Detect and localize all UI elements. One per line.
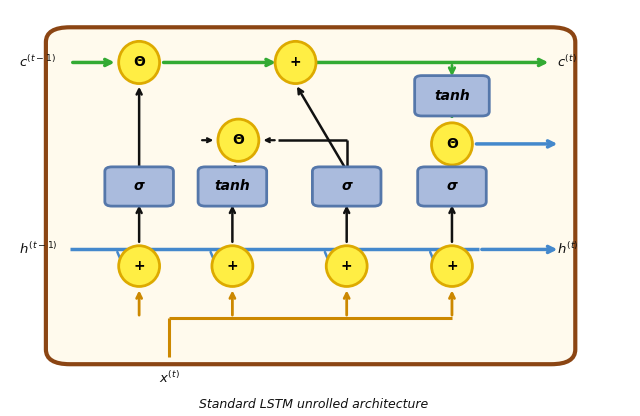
- FancyBboxPatch shape: [105, 167, 173, 206]
- FancyBboxPatch shape: [312, 167, 381, 206]
- Text: σ: σ: [134, 179, 145, 193]
- Text: Θ: Θ: [133, 55, 145, 69]
- FancyBboxPatch shape: [415, 76, 489, 116]
- FancyBboxPatch shape: [198, 167, 267, 206]
- Text: Θ: Θ: [446, 137, 458, 151]
- Text: Standard LSTM unrolled architecture: Standard LSTM unrolled architecture: [199, 398, 428, 411]
- Ellipse shape: [212, 246, 253, 287]
- Text: +: +: [446, 259, 458, 273]
- Text: $x^{(t)}$: $x^{(t)}$: [159, 370, 180, 386]
- Text: tanh: tanh: [434, 89, 470, 103]
- Ellipse shape: [275, 41, 316, 84]
- Text: $h^{(t-1)}$: $h^{(t-1)}$: [19, 241, 58, 258]
- Text: $c^{(t-1)}$: $c^{(t-1)}$: [19, 54, 56, 70]
- Text: +: +: [290, 55, 301, 69]
- Text: $c^{(t)}$: $c^{(t)}$: [557, 54, 577, 70]
- Text: σ: σ: [447, 179, 458, 193]
- Text: tanh: tanh: [214, 179, 250, 193]
- Text: +: +: [133, 259, 145, 273]
- FancyBboxPatch shape: [418, 167, 486, 206]
- Text: σ: σ: [341, 179, 352, 193]
- Text: $h^{(t)}$: $h^{(t)}$: [557, 241, 579, 258]
- Ellipse shape: [431, 246, 472, 287]
- Ellipse shape: [218, 119, 259, 161]
- Ellipse shape: [118, 41, 159, 84]
- FancyBboxPatch shape: [46, 27, 575, 364]
- Ellipse shape: [431, 123, 472, 165]
- Text: +: +: [227, 259, 238, 273]
- Text: +: +: [341, 259, 353, 273]
- Ellipse shape: [118, 246, 159, 287]
- Text: Θ: Θ: [232, 133, 244, 147]
- Ellipse shape: [326, 246, 367, 287]
